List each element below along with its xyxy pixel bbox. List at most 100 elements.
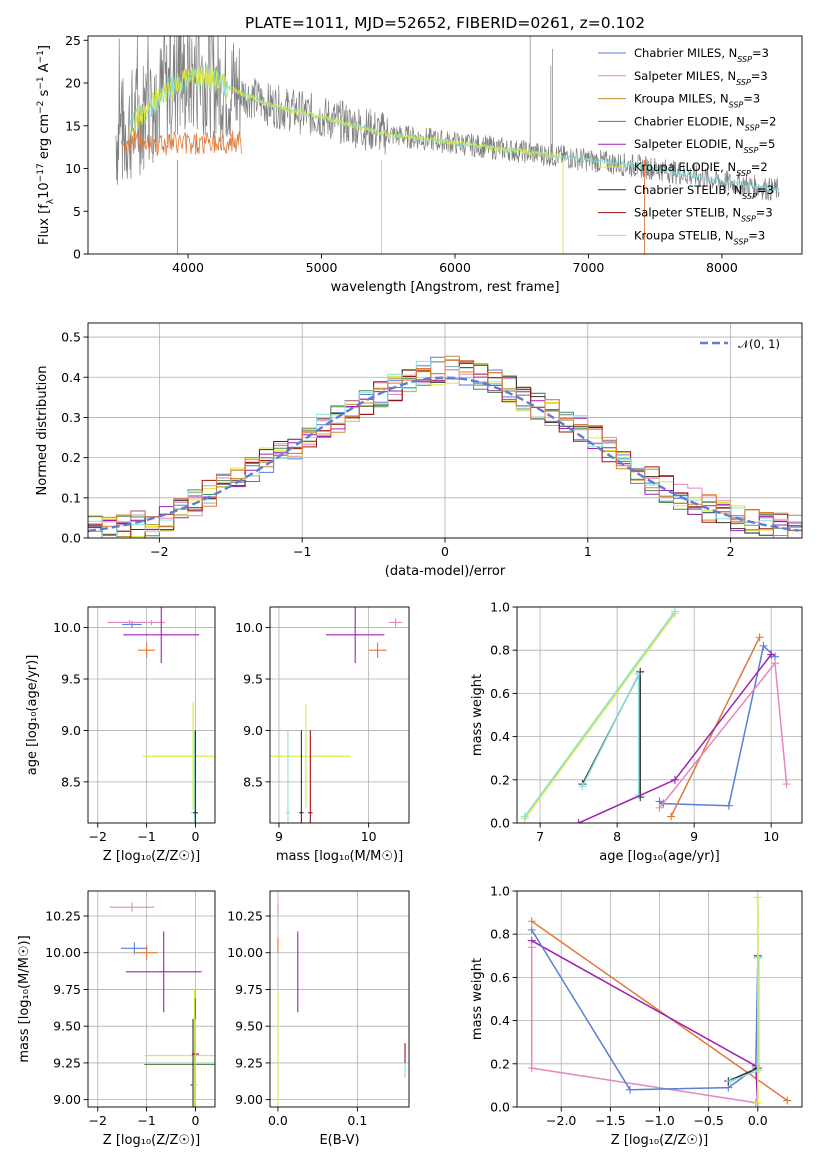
axes-frame bbox=[87, 890, 216, 1108]
weight-marker bbox=[667, 812, 676, 821]
weight-series-4 bbox=[531, 929, 759, 1091]
y-axis-label: Normed distribution bbox=[35, 366, 50, 496]
weight-marker bbox=[783, 1096, 792, 1105]
y-tick-label: 8.5 bbox=[61, 774, 81, 789]
weight-marker bbox=[626, 1085, 635, 1094]
weight-marker bbox=[670, 775, 679, 784]
y-tick-label: 10.25 bbox=[45, 908, 81, 923]
plot-area bbox=[520, 607, 791, 823]
weight-marker bbox=[724, 801, 733, 810]
weight-marker bbox=[759, 641, 768, 650]
weight-marker bbox=[726, 1077, 735, 1086]
weight-series-3 bbox=[581, 671, 641, 798]
plot-area bbox=[277, 902, 406, 1107]
axes-frame bbox=[269, 606, 410, 824]
legend-label-sub: SSP bbox=[745, 123, 760, 132]
weight-marker bbox=[767, 650, 776, 659]
data-point-4 bbox=[270, 704, 351, 808]
legend-label-base: Kroupa STELIB, N bbox=[634, 228, 734, 242]
data-point-9 bbox=[193, 1018, 198, 1107]
x-tick-label: −1.5 bbox=[595, 1113, 625, 1128]
legend-label-sub: SSP bbox=[736, 169, 751, 178]
weight-marker bbox=[755, 633, 764, 642]
weight-marker bbox=[527, 917, 536, 926]
y-tick-label: 10.25 bbox=[227, 908, 263, 923]
weight-series-2 bbox=[531, 940, 759, 1107]
legend-label-base: Salpeter ELODIE, N bbox=[634, 137, 744, 151]
weight-series-8 bbox=[578, 654, 772, 823]
weight-marker bbox=[636, 667, 645, 676]
panel-3: −2 −1 0 8.5 9.0 9.5 10.0 Z [log₁₀(Z/Z☉)] age [lo… bbox=[25, 606, 216, 864]
legend-label: Kroupa ELODIE, NSSP=2 bbox=[634, 160, 768, 178]
y-tick-label: 9.00 bbox=[53, 1092, 81, 1107]
x-tick-label: 9 bbox=[275, 829, 283, 844]
panel-8: −2.0 −1.5 −1.0 −0.5 0.0 0.0 0.2 0.4 0.6 0.8 1.0 Z [… bbox=[470, 884, 803, 1148]
y-axis-label-part: A bbox=[37, 63, 52, 76]
x-axis-label: Z [log₁₀(Z/Z☉)] bbox=[611, 1133, 708, 1148]
y-tick-label: 10.00 bbox=[45, 945, 81, 960]
chart-title: PLATE=1011, MJD=52652, FIBERID=0261, z=0… bbox=[245, 14, 645, 32]
weight-series-4 bbox=[581, 673, 640, 795]
weight-marker bbox=[578, 782, 587, 791]
y-axis-label-part: 10 bbox=[37, 182, 52, 199]
weight-marker bbox=[754, 953, 763, 962]
x-axis-label: (data-model)/error bbox=[385, 564, 506, 579]
x-tick-label: 8000 bbox=[706, 260, 738, 275]
y-tick-label: 0.0 bbox=[490, 816, 510, 831]
x-axis-label: E(B-V) bbox=[319, 1133, 359, 1148]
legend-label-tail: =3 bbox=[751, 69, 768, 83]
y-tick-label: 10.0 bbox=[53, 620, 81, 635]
x-tick-label: −0.5 bbox=[693, 1113, 723, 1128]
y-tick-label: 10 bbox=[65, 161, 81, 176]
y-tick-label: 8.5 bbox=[243, 774, 263, 789]
legend-label-tail: =3 bbox=[752, 46, 769, 60]
x-tick-label: −1 bbox=[137, 1113, 155, 1128]
x-tick-label: 0.0 bbox=[268, 1113, 288, 1128]
y-tick-label: 0.1 bbox=[61, 490, 81, 505]
axes-frame bbox=[516, 606, 803, 824]
x-tick-label: 7 bbox=[536, 829, 544, 844]
legend-label: Kroupa MILES, NSSP=3 bbox=[634, 92, 760, 110]
weight-marker bbox=[754, 1066, 763, 1075]
x-tick-label: −2 bbox=[89, 1113, 107, 1128]
plot-area bbox=[270, 607, 403, 823]
legend-label-base: Chabrier MILES, N bbox=[634, 46, 737, 60]
plot-area bbox=[107, 607, 215, 823]
legend-label: Chabrier STELIB, NSSP=3 bbox=[634, 183, 774, 201]
normal-curve bbox=[88, 376, 800, 533]
x-tick-label: 7000 bbox=[573, 260, 605, 275]
data-point-3 bbox=[326, 607, 385, 664]
legend-label-tail: =3 bbox=[743, 92, 760, 106]
legend-label-base: Chabrier STELIB, N bbox=[634, 183, 742, 197]
y-tick-label: 0.8 bbox=[490, 927, 510, 942]
data-point-3 bbox=[135, 945, 158, 961]
x-tick-label: 6000 bbox=[439, 260, 471, 275]
legend-label: Salpeter MILES, NSSP=3 bbox=[634, 69, 768, 87]
legend-label-sub: SSP bbox=[737, 55, 752, 64]
y-tick-label: 0.6 bbox=[490, 686, 510, 701]
y-tick-label: 9.50 bbox=[53, 1019, 81, 1034]
observed-spectrum bbox=[115, 36, 780, 201]
y-tick-label: 0.0 bbox=[490, 1100, 510, 1115]
data-point-1 bbox=[388, 618, 403, 627]
y-tick-label: 0.8 bbox=[490, 643, 510, 658]
y-tick-label: 0.6 bbox=[490, 970, 510, 985]
histogram-10 bbox=[88, 359, 802, 538]
legend-label-sub: SSP bbox=[729, 100, 744, 109]
plot-area bbox=[109, 902, 215, 1107]
weight-marker bbox=[670, 607, 679, 616]
weight-series-2 bbox=[524, 610, 676, 817]
y-axis-label-part: −2 bbox=[36, 101, 46, 114]
weight-marker bbox=[771, 659, 780, 668]
x-tick-label: −2.0 bbox=[546, 1113, 576, 1128]
x-axis-label: Z [log₁₀(Z/Z☉)] bbox=[103, 849, 200, 864]
y-tick-label: 5 bbox=[73, 204, 81, 219]
panel-7: 0.0 0.1 9.00 9.25 9.50 9.75 10.00 10.25 E(B-V) bbox=[227, 890, 410, 1148]
legend-label-tail: =3 bbox=[757, 183, 774, 197]
x-tick-label: 0.0 bbox=[748, 1113, 768, 1128]
panel-2: −2 −1 0 1 2 0.0 0.1 0.2 0.3 0.4 0.5 (data-model)/er… bbox=[35, 322, 803, 579]
weight-marker bbox=[527, 925, 536, 934]
y-tick-label: 0.3 bbox=[61, 410, 81, 425]
y-tick-label: 9.0 bbox=[243, 723, 263, 738]
weight-marker bbox=[634, 669, 643, 678]
